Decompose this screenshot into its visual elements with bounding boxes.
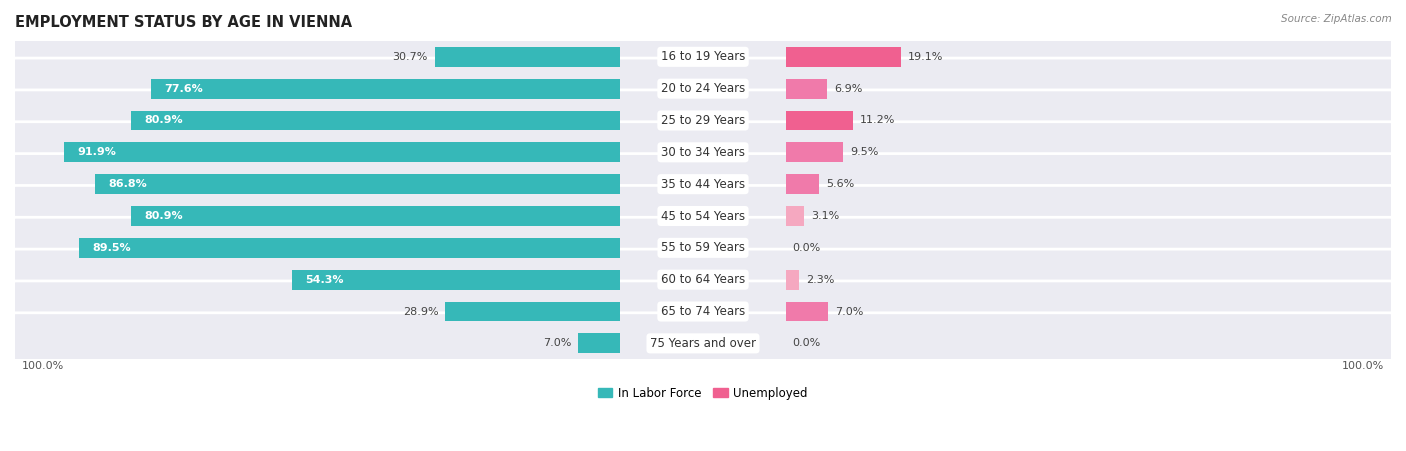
Text: 77.6%: 77.6% — [165, 83, 202, 94]
Text: 65 to 74 Years: 65 to 74 Years — [661, 305, 745, 318]
Bar — [786, 302, 828, 322]
Bar — [96, 174, 620, 194]
Text: 54.3%: 54.3% — [305, 275, 344, 285]
Text: 86.8%: 86.8% — [108, 179, 148, 189]
Text: 75 Years and over: 75 Years and over — [650, 337, 756, 350]
FancyBboxPatch shape — [11, 122, 1395, 183]
Text: 0.0%: 0.0% — [793, 338, 821, 348]
Text: 28.9%: 28.9% — [404, 307, 439, 317]
Bar — [446, 302, 620, 322]
Text: 3.1%: 3.1% — [811, 211, 839, 221]
Text: 60 to 64 Years: 60 to 64 Years — [661, 273, 745, 286]
Text: 100.0%: 100.0% — [1341, 361, 1384, 371]
Text: 80.9%: 80.9% — [145, 211, 183, 221]
Text: 0.0%: 0.0% — [793, 243, 821, 253]
Text: 5.6%: 5.6% — [827, 179, 855, 189]
Bar — [131, 110, 620, 130]
Legend: In Labor Force, Unemployed: In Labor Force, Unemployed — [593, 382, 813, 404]
FancyBboxPatch shape — [11, 249, 1395, 310]
Bar — [578, 333, 620, 353]
Text: 7.0%: 7.0% — [835, 307, 863, 317]
Text: 25 to 29 Years: 25 to 29 Years — [661, 114, 745, 127]
Bar — [786, 174, 820, 194]
FancyBboxPatch shape — [11, 185, 1395, 247]
Text: 30.7%: 30.7% — [392, 52, 427, 62]
FancyBboxPatch shape — [11, 26, 1395, 87]
Bar — [150, 79, 620, 98]
Text: 20 to 24 Years: 20 to 24 Years — [661, 82, 745, 95]
Text: 55 to 59 Years: 55 to 59 Years — [661, 241, 745, 254]
Bar — [786, 110, 853, 130]
Text: 100.0%: 100.0% — [22, 361, 65, 371]
FancyBboxPatch shape — [11, 281, 1395, 342]
Bar — [786, 270, 800, 290]
Bar — [786, 79, 827, 98]
Text: 80.9%: 80.9% — [145, 115, 183, 125]
Text: 11.2%: 11.2% — [860, 115, 896, 125]
FancyBboxPatch shape — [11, 154, 1395, 215]
FancyBboxPatch shape — [11, 313, 1395, 374]
Bar — [786, 206, 804, 226]
Bar — [434, 47, 620, 67]
Bar — [786, 47, 901, 67]
Text: 9.5%: 9.5% — [851, 147, 879, 157]
FancyBboxPatch shape — [11, 90, 1395, 151]
Bar — [79, 238, 620, 258]
Text: 16 to 19 Years: 16 to 19 Years — [661, 51, 745, 63]
Text: 6.9%: 6.9% — [834, 83, 863, 94]
Text: 91.9%: 91.9% — [77, 147, 117, 157]
Text: 89.5%: 89.5% — [93, 243, 131, 253]
Bar — [131, 206, 620, 226]
Text: 2.3%: 2.3% — [807, 275, 835, 285]
Text: Source: ZipAtlas.com: Source: ZipAtlas.com — [1281, 14, 1392, 23]
Bar — [786, 143, 844, 162]
Text: 35 to 44 Years: 35 to 44 Years — [661, 178, 745, 191]
Text: 30 to 34 Years: 30 to 34 Years — [661, 146, 745, 159]
Text: 7.0%: 7.0% — [543, 338, 571, 348]
FancyBboxPatch shape — [11, 217, 1395, 278]
Bar — [291, 270, 620, 290]
Text: EMPLOYMENT STATUS BY AGE IN VIENNA: EMPLOYMENT STATUS BY AGE IN VIENNA — [15, 15, 352, 30]
Text: 45 to 54 Years: 45 to 54 Years — [661, 210, 745, 222]
Bar — [65, 143, 620, 162]
FancyBboxPatch shape — [11, 58, 1395, 119]
Text: 19.1%: 19.1% — [908, 52, 943, 62]
